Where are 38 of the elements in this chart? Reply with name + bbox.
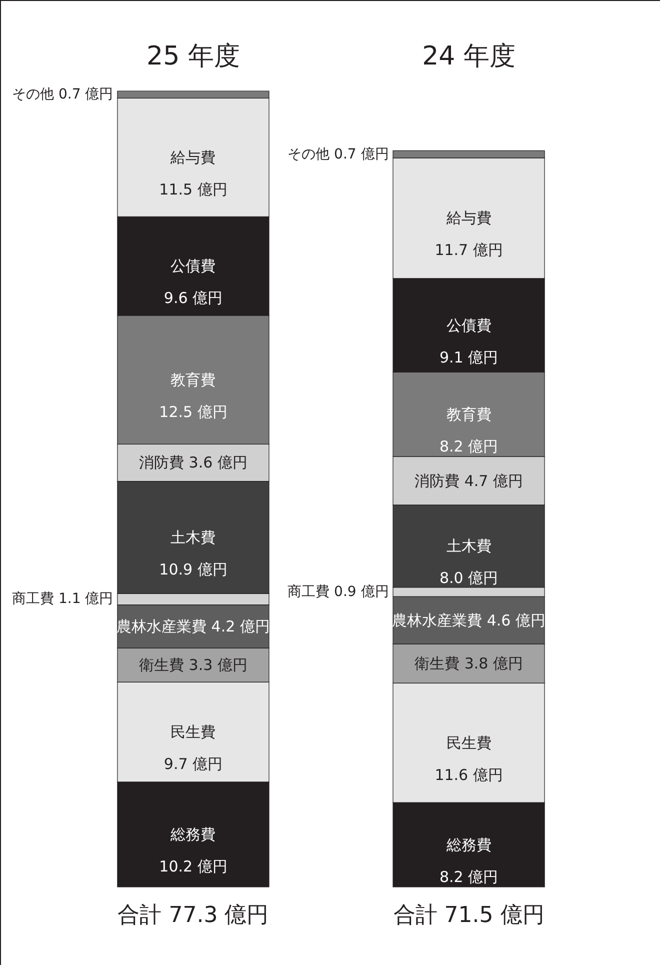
data-label: 11.6 億円: [434, 766, 503, 784]
data-label: 12.5 億円: [159, 402, 228, 421]
series-label: 民生費: [170, 723, 216, 742]
text: 民生費: [446, 734, 492, 752]
series-label: 公債費: [446, 316, 492, 334]
text: その他 0.7 億円: [288, 146, 389, 162]
x-tick-label: 24 年度: [422, 42, 516, 72]
text: 商工費 0.9 億円: [288, 584, 389, 600]
text: 商工費 1.1 億円: [12, 591, 114, 608]
text: 土木費: [170, 528, 216, 546]
text: 消防費 4.7 億円: [414, 472, 523, 490]
data-label: 11.5 億円: [159, 180, 228, 198]
series-label: 給与費: [170, 148, 216, 166]
total-label: 合計 71.5 億円: [393, 903, 544, 928]
series-label: 教育費: [446, 405, 492, 424]
data-label: 8.0 億円: [439, 569, 498, 588]
text: 衛生費 3.8 億円: [414, 654, 523, 673]
text: その他 0.7 億円: [12, 86, 114, 103]
text: 農林水産業費 4.6 億円: [392, 611, 546, 630]
total-label: 合計 77.3 億円: [118, 903, 269, 928]
text: 給与費: [446, 209, 492, 228]
data-label: 9.1 億円: [439, 348, 498, 366]
x-tick-label: 25 年度: [146, 42, 240, 72]
text: 教育費: [170, 370, 216, 389]
text: 農林水産業費 4.2 億円: [116, 617, 270, 636]
series-label: 総務費: [445, 836, 492, 854]
text: 衛生費 3.3 億円: [139, 656, 248, 674]
data-label: 9.7 億円: [164, 755, 223, 774]
data-label: 8.2 億円: [439, 437, 498, 456]
text: 公債費: [170, 257, 216, 276]
data-label: 9.6 億円: [164, 289, 223, 308]
text: 総務費: [170, 825, 216, 844]
data-label: 10.9 億円: [159, 560, 228, 578]
series-label: 土木費: [446, 537, 492, 556]
data-label: 8.2 億円: [439, 868, 498, 886]
data-label: 11.7 億円: [434, 241, 503, 260]
data-label: 10.2 億円: [159, 857, 228, 876]
text: 消防費 3.6 億円: [139, 454, 248, 472]
